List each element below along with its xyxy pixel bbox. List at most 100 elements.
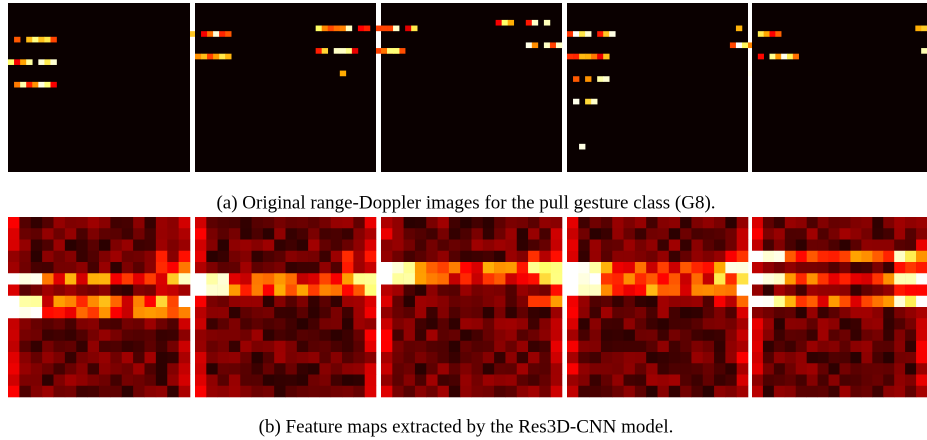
cell [251,262,264,274]
cell [916,217,927,229]
cell [296,352,309,364]
cell [623,295,636,308]
cell [872,284,884,297]
cell [30,385,43,398]
cell [251,385,264,398]
cell [240,318,252,330]
cell [426,385,438,398]
cell [646,284,658,297]
cell [460,340,472,353]
cell [839,352,851,364]
cell [646,273,658,285]
pixel [597,53,604,60]
cell [206,318,218,330]
pixel [763,31,770,37]
cell [296,262,309,274]
cell [539,228,551,240]
cell [42,284,54,297]
cell [600,363,613,375]
cell [646,228,658,240]
cell [680,228,692,240]
cell [64,228,77,240]
cell [702,329,715,342]
cell [19,363,32,375]
cell [381,273,393,285]
cell [76,307,88,319]
cell [296,295,309,308]
cell [839,250,851,263]
cell [668,385,681,398]
cell [76,239,88,252]
cell [861,295,873,308]
cell [87,295,100,308]
cell [589,239,602,252]
cell [53,318,66,330]
cell [795,352,807,364]
pixel [603,76,610,82]
cell [167,329,179,342]
cell [392,239,404,252]
cell [110,262,123,274]
cell [539,273,551,285]
cell [623,284,636,297]
cell [460,329,472,342]
cell [516,329,529,342]
cell [414,385,427,398]
cell [528,284,540,297]
cell [99,228,111,240]
pixel [381,25,388,32]
cell [916,295,927,308]
cell [330,363,343,375]
cell [285,284,298,297]
cell [894,262,906,274]
cell [414,340,427,353]
cell [850,374,862,387]
cell [251,228,264,240]
pixel [225,31,232,37]
cell [539,340,551,353]
pixel [8,59,15,65]
cell [773,295,786,308]
cell [691,385,704,398]
cell [155,385,168,398]
cell [725,239,737,252]
cell [702,385,715,398]
cell [178,239,191,252]
cell [133,307,145,319]
cell [567,340,579,353]
pixel [44,36,51,43]
cell [228,318,241,330]
cell [195,273,207,285]
cell [167,250,179,263]
cell [206,273,218,285]
cell [736,262,749,274]
cell [42,262,54,274]
cell [806,329,818,342]
cell [448,250,461,263]
cell [178,295,191,308]
cell [178,352,191,364]
cell [195,363,207,375]
cell [64,318,77,330]
cell [736,239,749,252]
cell [133,329,145,342]
cell [806,262,818,274]
cell [30,374,43,387]
cell [894,340,906,353]
cell [240,284,252,297]
cell [274,307,286,319]
cell [578,352,590,364]
cell [905,385,917,398]
cell [702,307,715,319]
cell [76,262,88,274]
cell [308,363,320,375]
cell [155,374,168,387]
cell [762,295,775,308]
pixel [387,25,394,32]
cell [905,352,917,364]
cell [167,295,179,308]
cell [53,239,66,252]
cell [167,217,179,229]
cell [505,352,518,364]
